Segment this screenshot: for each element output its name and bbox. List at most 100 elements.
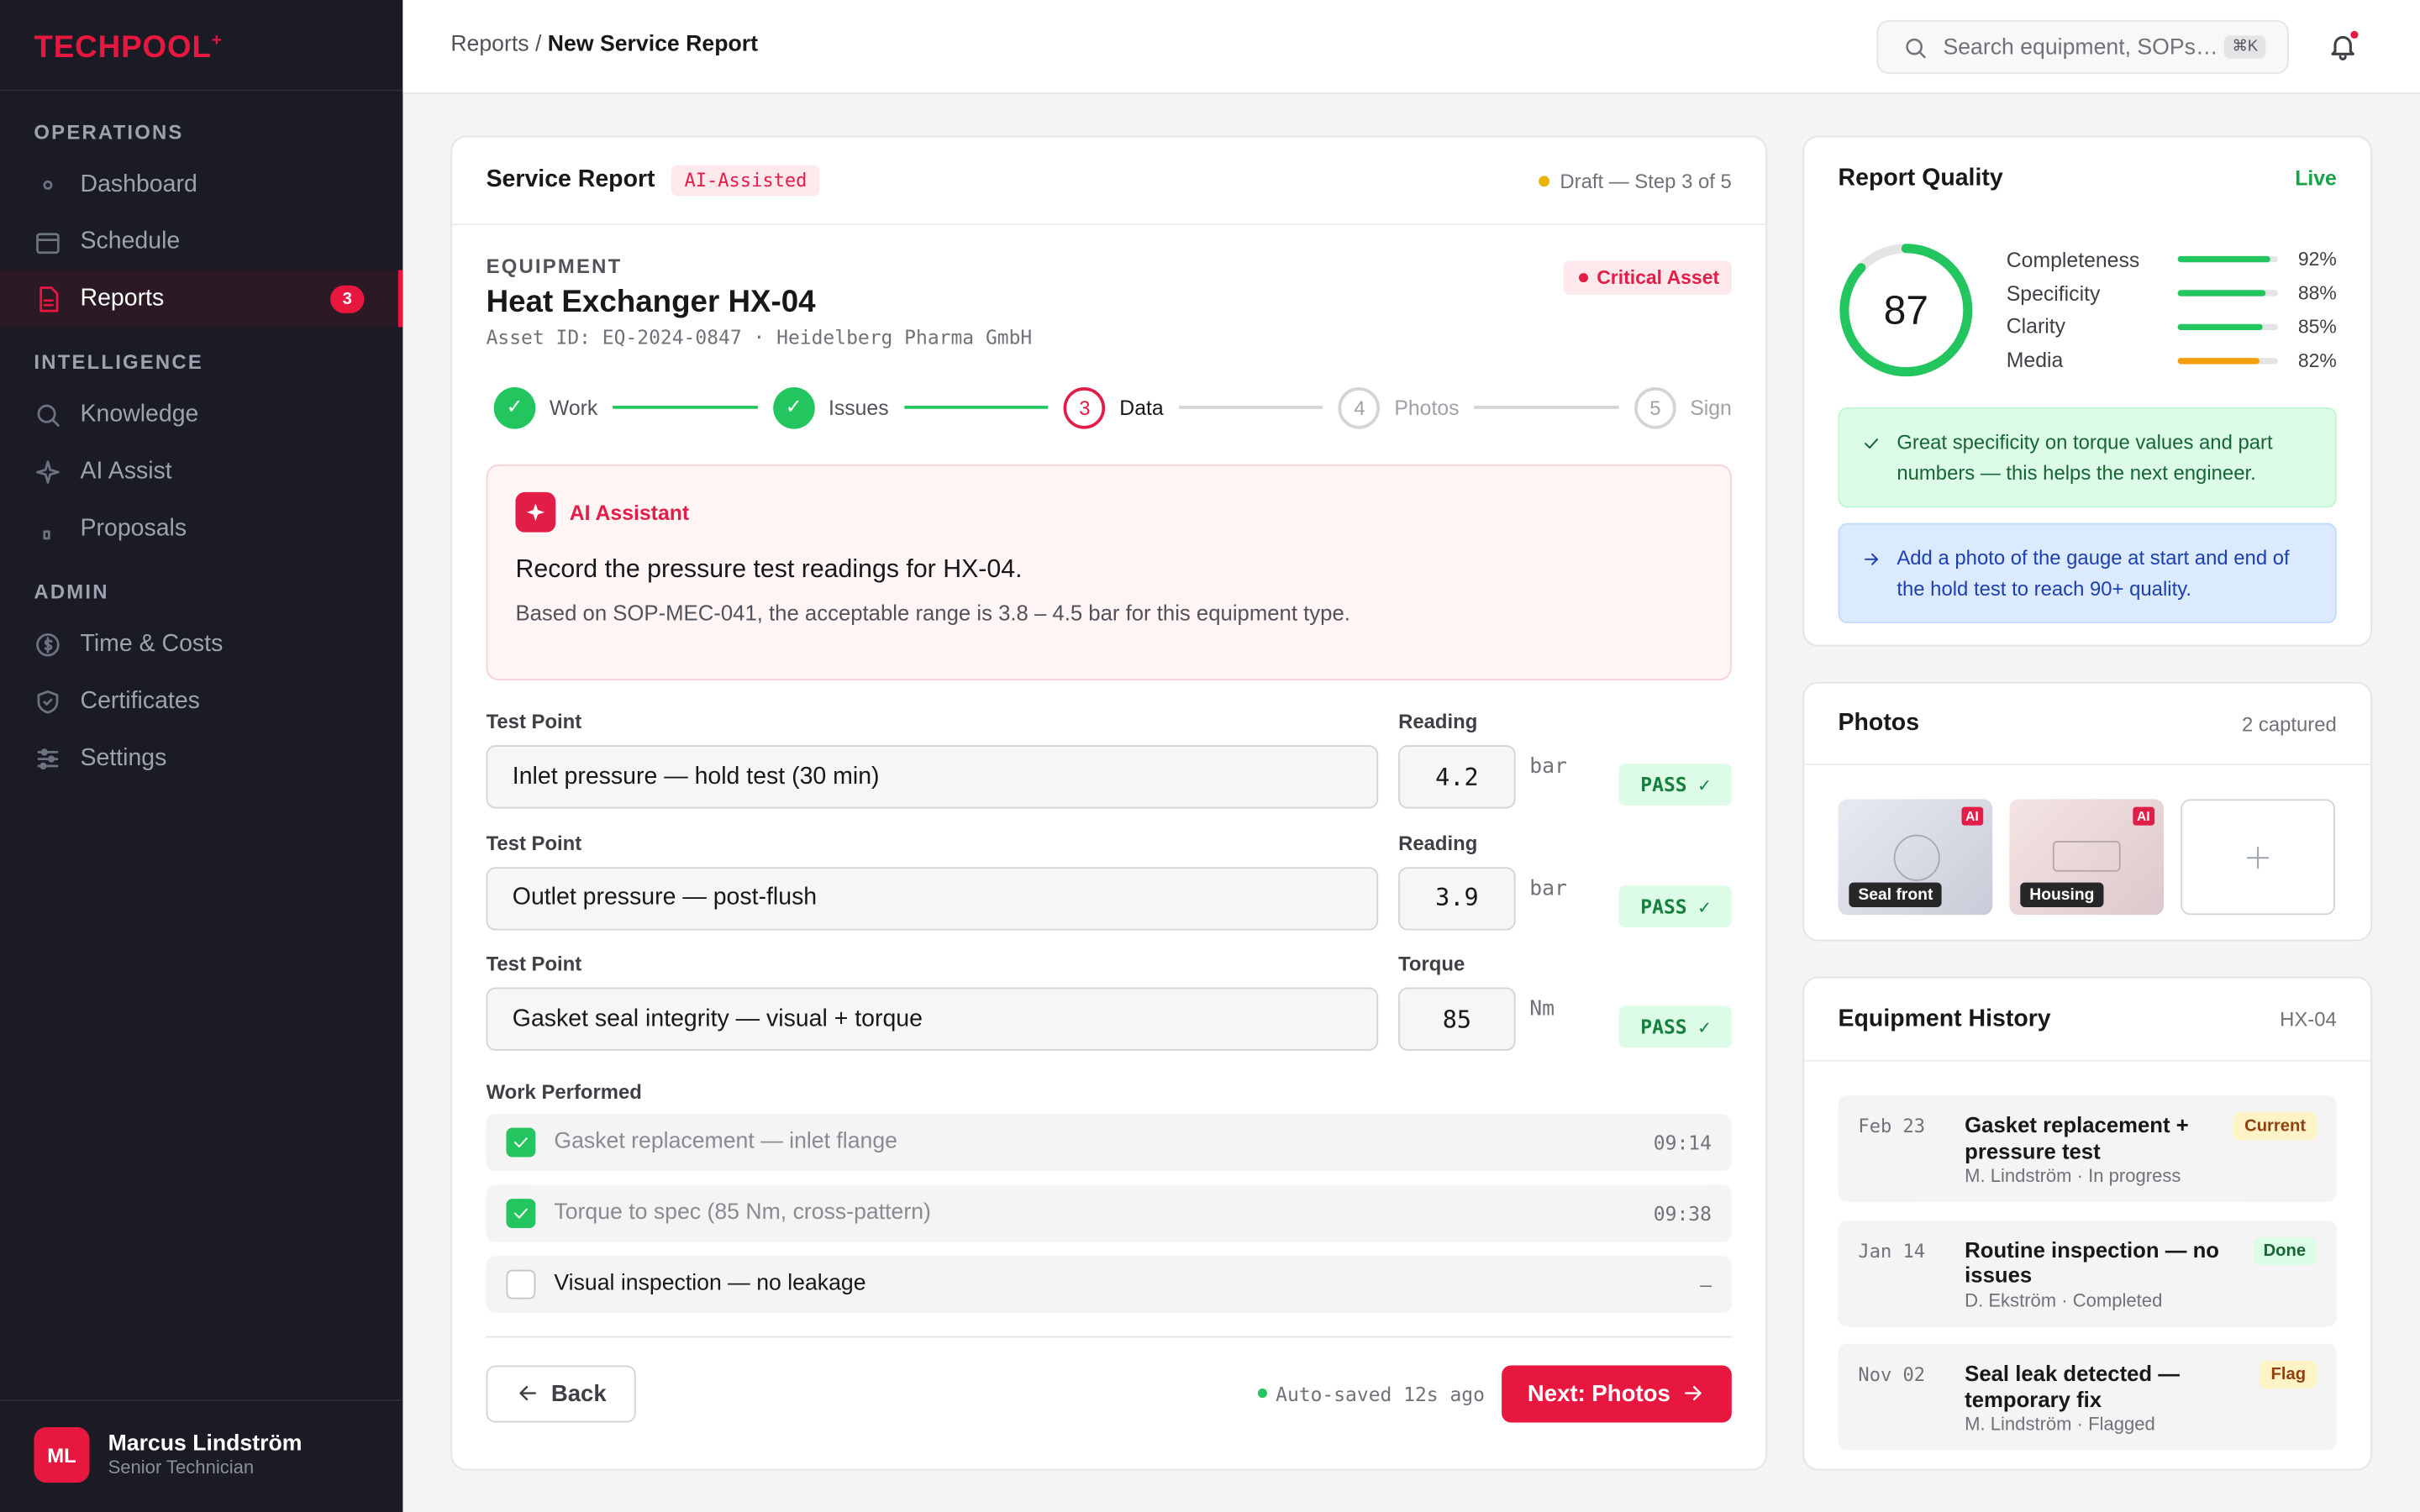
unit: bar bbox=[1529, 754, 1568, 780]
step-label: Issues bbox=[828, 396, 889, 419]
work-text: Torque to spec (85 Nm, cross-pattern) bbox=[554, 1200, 931, 1226]
history-title: Gasket replacement + pressure test bbox=[1965, 1112, 2189, 1163]
step-connector bbox=[1179, 406, 1323, 409]
metric-name: Completeness bbox=[2006, 248, 2140, 272]
icon bbox=[37, 748, 59, 769]
input-value: 3.9 bbox=[1435, 884, 1479, 912]
metric: Completeness 92% bbox=[2007, 244, 2337, 277]
metric-label: 82% bbox=[2297, 349, 2337, 371]
ai-header: AI Assistant bbox=[515, 491, 1702, 533]
history-meta: M. Lindström · In progress bbox=[1965, 1164, 2181, 1187]
nav-section-title: OPERATIONS bbox=[34, 120, 184, 144]
icon bbox=[1906, 37, 1926, 58]
step: 5 Sign bbox=[1634, 386, 1732, 428]
reading-row: Test Point Gasket seal integrity — visual… bbox=[486, 950, 1732, 1071]
nav-label: Schedule bbox=[80, 227, 181, 255]
next-button[interactable]: Next: Photos bbox=[1502, 1364, 1732, 1422]
ai-badge: AI bbox=[1960, 806, 1984, 826]
step: 3 Data bbox=[1064, 386, 1164, 428]
equipment-label: EQUIPMENT bbox=[486, 255, 623, 278]
step-label: Work bbox=[549, 396, 598, 419]
number-input[interactable]: 3.9 bbox=[1398, 866, 1516, 930]
ai-badge: AI bbox=[2132, 806, 2155, 826]
breadcrumb-parent[interactable]: Reports bbox=[450, 32, 529, 57]
card-header: Photos 2 captured bbox=[1804, 684, 2371, 766]
nav-item[interactable]: AI Assist bbox=[0, 443, 402, 500]
user[interactable]: ML Marcus Lindström Senior Technician bbox=[34, 1426, 302, 1483]
step-marker: 5 bbox=[1634, 386, 1676, 428]
photo-tile[interactable]: AI Seal front bbox=[1838, 799, 1993, 916]
field-label: Torque bbox=[1398, 952, 1465, 975]
photo-grid: AI Seal front AI Housing bbox=[1804, 765, 2370, 916]
critical-dot bbox=[1578, 273, 1588, 283]
number-input[interactable]: 85 bbox=[1398, 987, 1516, 1051]
history-date: Jan 14 bbox=[1858, 1239, 1926, 1262]
search[interactable]: Search equipment, SOPs… ⌘K bbox=[1876, 19, 2289, 75]
number-input[interactable]: 4.2 bbox=[1398, 745, 1516, 809]
photo-tile[interactable]: AI Housing bbox=[2009, 799, 2165, 916]
history-text: Gasket replacement + pressure test M. Lin… bbox=[1965, 1112, 2224, 1187]
checkbox[interactable] bbox=[506, 1198, 536, 1228]
work-list: Gasket replacement — inlet flange 09:14 To… bbox=[486, 1113, 1732, 1313]
user-name: Marcus Lindström bbox=[108, 1431, 302, 1457]
work-text: Visual inspection — no leakage bbox=[554, 1271, 866, 1296]
critical-text: Critical Asset bbox=[1597, 266, 1720, 289]
equipment-name: Heat Exchanger HX-04 bbox=[486, 285, 816, 320]
nav-item[interactable]: Time & Costs bbox=[0, 616, 402, 673]
nav-item[interactable]: Proposals bbox=[0, 500, 402, 557]
divider bbox=[0, 89, 403, 92]
note-text: Great specificity on torque values and p… bbox=[1897, 430, 2273, 484]
icon bbox=[36, 232, 60, 254]
metric-track bbox=[2177, 357, 2279, 364]
text-input[interactable]: Outlet pressure — post-flush bbox=[486, 866, 1379, 930]
nav-section-title: ADMIN bbox=[34, 580, 109, 604]
nav-item[interactable]: Reports 3 bbox=[0, 270, 403, 328]
nav-item[interactable]: Knowledge bbox=[0, 386, 402, 443]
card-title: Service Report bbox=[486, 166, 655, 193]
status-dot bbox=[1538, 175, 1549, 186]
history-entry[interactable]: Jan 14 Routine inspection — no issues D. E… bbox=[1838, 1219, 2337, 1326]
nav-item[interactable]: Schedule bbox=[0, 213, 402, 270]
history-entry[interactable]: Nov 02 Seal leak detected — temporary fix… bbox=[1838, 1343, 2337, 1451]
back-button[interactable]: Back bbox=[486, 1364, 636, 1422]
checkbox[interactable] bbox=[506, 1126, 536, 1157]
step: ✓ Issues bbox=[772, 386, 889, 428]
user-info: Marcus Lindström Senior Technician bbox=[108, 1431, 302, 1478]
nav-label: Proposals bbox=[80, 514, 187, 541]
history-entry[interactable]: Feb 23 Gasket replacement + pressure test… bbox=[1838, 1095, 2337, 1202]
text-input[interactable]: Gasket seal integrity — visual + torque bbox=[486, 987, 1379, 1051]
metric-bar bbox=[2177, 323, 2264, 330]
metric-name: Media bbox=[2006, 349, 2064, 372]
divider bbox=[486, 1335, 1732, 1337]
nav-label: AI Assist bbox=[80, 457, 172, 484]
icon bbox=[513, 1207, 528, 1218]
autosave: Auto-saved 12s ago bbox=[1257, 1381, 1485, 1405]
sidebar: TECHPOOL+ OPERATIONS Dashboard Schedule Repo… bbox=[0, 0, 403, 1512]
card-header: Service Report AI-Assisted Draft — Step 3 … bbox=[452, 137, 1766, 226]
add-photo[interactable] bbox=[2181, 799, 2335, 916]
readings: Test Point Inlet pressure — hold test (30… bbox=[486, 708, 1732, 1072]
notifications[interactable] bbox=[2328, 30, 2359, 62]
card-title: Equipment History bbox=[1838, 1005, 2051, 1032]
nav-item[interactable]: Certificates bbox=[0, 673, 402, 730]
photo-label: Seal front bbox=[1849, 882, 1943, 907]
metric-bar bbox=[2177, 256, 2270, 264]
text-input[interactable]: Inlet pressure — hold test (30 min) bbox=[486, 745, 1379, 809]
autosave-dot bbox=[1257, 1389, 1267, 1399]
step-label: Sign bbox=[1690, 396, 1732, 419]
step: ✓ Work bbox=[493, 386, 598, 428]
checkbox[interactable] bbox=[506, 1268, 536, 1299]
work-item: Torque to spec (85 Nm, cross-pattern) 09:… bbox=[486, 1184, 1732, 1242]
logo-text: TECHPOOL bbox=[34, 30, 212, 66]
metric-track bbox=[2177, 290, 2279, 297]
photo-shape bbox=[1893, 834, 1940, 881]
nav-item[interactable]: Settings bbox=[0, 730, 402, 787]
nav-item[interactable]: Dashboard bbox=[0, 156, 402, 213]
notification-dot bbox=[2350, 30, 2359, 39]
work-text: Gasket replacement — inlet flange bbox=[554, 1129, 897, 1154]
ai-prompt: Record the pressure test readings for HX… bbox=[515, 555, 1023, 584]
autosave-text: Auto-saved 12s ago bbox=[1276, 1381, 1485, 1405]
history-date: Nov 02 bbox=[1858, 1363, 1926, 1386]
quality-note: Great specificity on torque values and p… bbox=[1838, 407, 2337, 508]
